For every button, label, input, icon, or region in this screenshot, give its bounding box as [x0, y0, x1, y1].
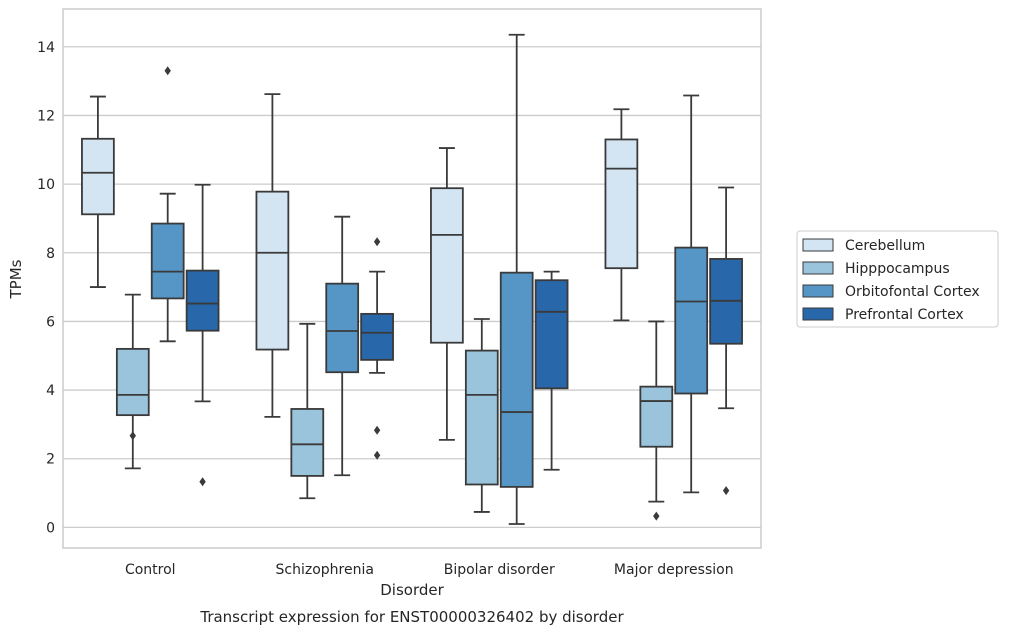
box — [709, 186, 743, 496]
x-tick-label: Schizophrenia — [276, 562, 374, 578]
box-group — [604, 94, 743, 521]
box-group — [255, 93, 394, 500]
y-tick-label: 0 — [46, 520, 55, 536]
box-body — [674, 246, 709, 395]
legend-item: Orbitofontal Cortex — [802, 284, 980, 300]
outlier-point — [164, 66, 171, 76]
box-body — [639, 385, 674, 448]
box — [499, 33, 534, 525]
box-body — [499, 271, 534, 488]
legend: Cerebellum Hipppocampus Orbitofontal Corte… — [796, 230, 999, 328]
box-body — [604, 138, 639, 270]
outlier-point — [653, 511, 660, 521]
box — [115, 293, 150, 470]
box — [185, 183, 220, 487]
legend-swatch — [802, 307, 834, 321]
box-body — [325, 282, 360, 374]
box — [639, 320, 674, 521]
y-tick-label: 12 — [37, 108, 55, 124]
box-body — [290, 408, 325, 477]
box-body — [464, 349, 499, 486]
x-tick-label: Control — [125, 562, 176, 578]
box — [604, 108, 639, 322]
box — [150, 66, 185, 343]
y-tick-label: 10 — [37, 177, 55, 193]
legend-item: Prefrontal Cortex — [802, 307, 964, 323]
legend-item: Hipppocampus — [802, 261, 950, 277]
legend-swatch — [802, 261, 834, 275]
box-body — [255, 190, 290, 351]
plot-area — [62, 8, 762, 549]
y-tick-label: 4 — [46, 383, 55, 399]
box-group — [430, 33, 569, 525]
outlier-point — [373, 450, 381, 460]
box-body — [115, 347, 150, 417]
outlier-point — [373, 425, 381, 435]
x-axis-ticks: Control Schizophrenia Bipolar disorder Majo… — [125, 562, 734, 578]
box-body — [430, 187, 464, 344]
x-tick-label: Major depression — [614, 562, 734, 578]
x-tick-label: Bipolar disorder — [444, 562, 555, 578]
outlier-point — [129, 431, 136, 441]
box — [534, 270, 569, 471]
legend-item: Cerebellum — [802, 238, 925, 254]
legend-label: Prefrontal Cortex — [845, 307, 964, 323]
legend-label: Orbitofontal Cortex — [845, 284, 980, 300]
box-group — [81, 66, 220, 487]
box — [430, 147, 464, 441]
box — [81, 95, 115, 288]
box — [255, 93, 290, 418]
y-axis-label: TPMs — [7, 259, 25, 299]
legend-frame — [796, 230, 999, 328]
box-body — [534, 279, 569, 390]
box-body — [150, 222, 185, 300]
box-body — [360, 312, 394, 361]
legend-label: Hipppocampus — [845, 261, 950, 277]
y-tick-label: 14 — [37, 40, 55, 56]
outlier-point — [199, 477, 206, 487]
chart-caption: Transcript expression for ENST0000032640… — [199, 608, 624, 626]
y-tick-label: 6 — [46, 314, 55, 330]
box-body — [185, 269, 220, 332]
outlier-point — [722, 486, 730, 496]
box — [360, 237, 394, 460]
legend-swatch — [802, 284, 834, 298]
box-groups — [81, 33, 743, 525]
y-tick-label: 8 — [46, 246, 55, 262]
box-body — [81, 137, 115, 216]
box — [290, 322, 325, 500]
outlier-point — [373, 237, 381, 247]
legend-label: Cerebellum — [845, 238, 925, 254]
y-axis-ticks: 0 2 4 6 8 10 12 14 — [37, 40, 55, 537]
box — [464, 318, 499, 513]
legend-swatch — [802, 238, 834, 252]
box — [325, 215, 360, 477]
x-axis-label: Disorder — [380, 581, 444, 599]
y-tick-label: 2 — [46, 452, 55, 468]
box — [674, 94, 709, 494]
